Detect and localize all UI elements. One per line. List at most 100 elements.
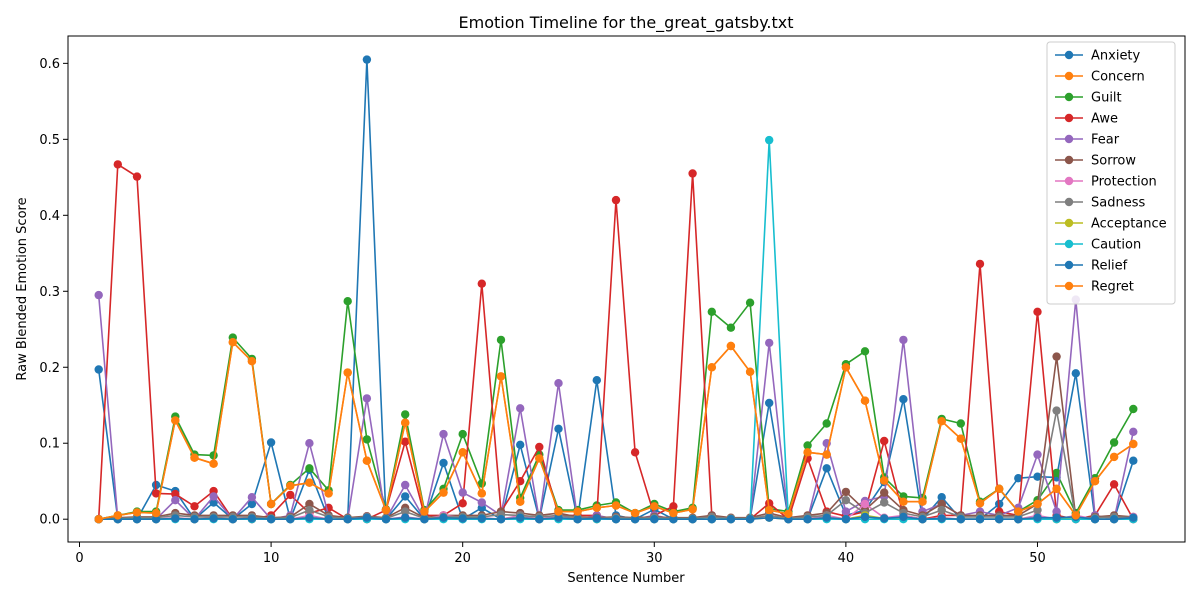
- data-point-regret: [1109, 452, 1119, 462]
- series-relief: [94, 512, 1138, 524]
- data-point-relief: [305, 513, 314, 522]
- series-line-guilt: [98, 300, 1134, 520]
- legend-box: [1046, 41, 1176, 305]
- data-point-awe: [630, 448, 640, 457]
- data-point-relief: [420, 515, 429, 524]
- legend-item-anxiety: Anxiety: [1055, 49, 1141, 64]
- data-point-sadness: [880, 498, 889, 507]
- data-point-awe: [975, 259, 985, 269]
- data-point-anxiety: [554, 424, 563, 433]
- data-point-awe: [401, 437, 410, 446]
- data-point-relief: [1129, 513, 1138, 522]
- data-point-fear: [401, 480, 410, 490]
- data-point-regret: [784, 509, 793, 519]
- data-point-relief: [516, 513, 525, 522]
- data-point-guilt: [1109, 438, 1119, 447]
- data-point-relief: [726, 515, 736, 524]
- legend-marker-sadness: [1064, 197, 1074, 207]
- data-point-regret: [113, 511, 123, 520]
- data-point-awe: [1033, 307, 1042, 316]
- data-point-relief: [630, 515, 640, 524]
- data-point-guilt: [343, 297, 352, 306]
- series-line-awe: [97, 163, 1135, 521]
- data-point-regret: [1052, 484, 1061, 493]
- x-tick-label: 20: [454, 551, 471, 566]
- data-point-relief: [381, 515, 391, 524]
- data-point-anxiety: [1014, 474, 1023, 483]
- data-point-awe: [669, 502, 678, 511]
- legend-item-regret: Regret: [1055, 280, 1134, 295]
- data-point-regret: [669, 508, 678, 518]
- legend-item-fear: Fear: [1055, 133, 1120, 148]
- legend-marker-caution: [1064, 239, 1074, 249]
- data-point-awe: [688, 169, 697, 178]
- series-guilt: [94, 297, 1138, 524]
- data-point-relief: [247, 514, 257, 523]
- data-point-relief: [554, 513, 563, 522]
- data-point-fear: [362, 394, 372, 403]
- data-point-awe: [611, 195, 621, 205]
- y-tick-label: 0.1: [39, 437, 60, 452]
- data-point-relief: [1033, 513, 1042, 522]
- legend-marker-relief: [1064, 260, 1074, 270]
- data-point-relief: [362, 513, 372, 522]
- data-point-regret: [381, 505, 391, 515]
- legend-label-protection: Protection: [1091, 175, 1157, 190]
- data-point-guilt: [745, 298, 755, 307]
- data-point-anxiety: [439, 458, 448, 468]
- legend-label-sadness: Sadness: [1091, 196, 1145, 211]
- legend-marker-guilt: [1064, 92, 1074, 102]
- data-point-fear: [209, 492, 218, 501]
- data-point-regret: [1090, 477, 1100, 486]
- data-point-awe: [286, 490, 295, 500]
- data-point-regret: [554, 507, 563, 516]
- legend-item-sadness: Sadness: [1055, 196, 1145, 211]
- data-point-relief: [286, 515, 295, 524]
- y-tick-label: 0.0: [39, 513, 60, 528]
- data-point-regret: [592, 503, 601, 512]
- data-point-relief: [209, 514, 218, 523]
- data-point-fear: [1033, 450, 1042, 459]
- plot-frame: [67, 35, 1186, 543]
- legend-item-relief: Relief: [1055, 259, 1128, 274]
- legend-label-relief: Relief: [1091, 259, 1128, 274]
- data-point-regret: [975, 499, 985, 508]
- legend-marker-fear: [1064, 134, 1074, 144]
- data-point-relief: [899, 512, 908, 522]
- data-point-anxiety: [765, 398, 774, 408]
- x-tick-label: 0: [75, 551, 83, 566]
- legend-label-caution: Caution: [1091, 238, 1141, 253]
- data-point-relief: [937, 514, 946, 523]
- data-point-sadness: [841, 496, 851, 505]
- legend-marker-anxiety: [1064, 50, 1074, 60]
- data-point-anxiety: [1071, 369, 1081, 378]
- data-point-regret: [822, 450, 831, 459]
- data-point-regret: [611, 501, 621, 510]
- data-point-guilt: [956, 419, 965, 428]
- data-point-regret: [324, 489, 333, 498]
- legend-marker-awe: [1064, 113, 1074, 123]
- data-point-relief: [343, 515, 352, 524]
- data-point-guilt: [726, 323, 736, 332]
- data-point-guilt: [822, 419, 831, 428]
- data-point-awe: [880, 436, 889, 446]
- y-tick-label: 0.5: [39, 133, 60, 148]
- legend-label-regret: Regret: [1091, 280, 1134, 295]
- series-anxiety: [94, 55, 1138, 524]
- data-point-relief: [975, 515, 985, 524]
- data-point-guilt: [305, 464, 314, 473]
- data-point-anxiety: [592, 376, 601, 385]
- legend-item-caution: Caution: [1055, 238, 1141, 253]
- legend-label-acceptance: Acceptance: [1091, 217, 1167, 232]
- legend-marker-regret: [1064, 281, 1074, 291]
- data-point-sorrow: [1052, 352, 1061, 361]
- data-point-regret: [305, 478, 314, 487]
- y-axis: 0.0 0.1 0.2 0.3 0.4 0.5 0.6: [39, 57, 68, 528]
- data-point-anxiety: [209, 498, 218, 507]
- x-tick-label: 30: [646, 551, 663, 566]
- data-point-regret: [439, 488, 448, 497]
- data-point-regret: [516, 497, 525, 506]
- data-point-regret: [209, 459, 218, 468]
- x-tick-label: 10: [263, 551, 280, 566]
